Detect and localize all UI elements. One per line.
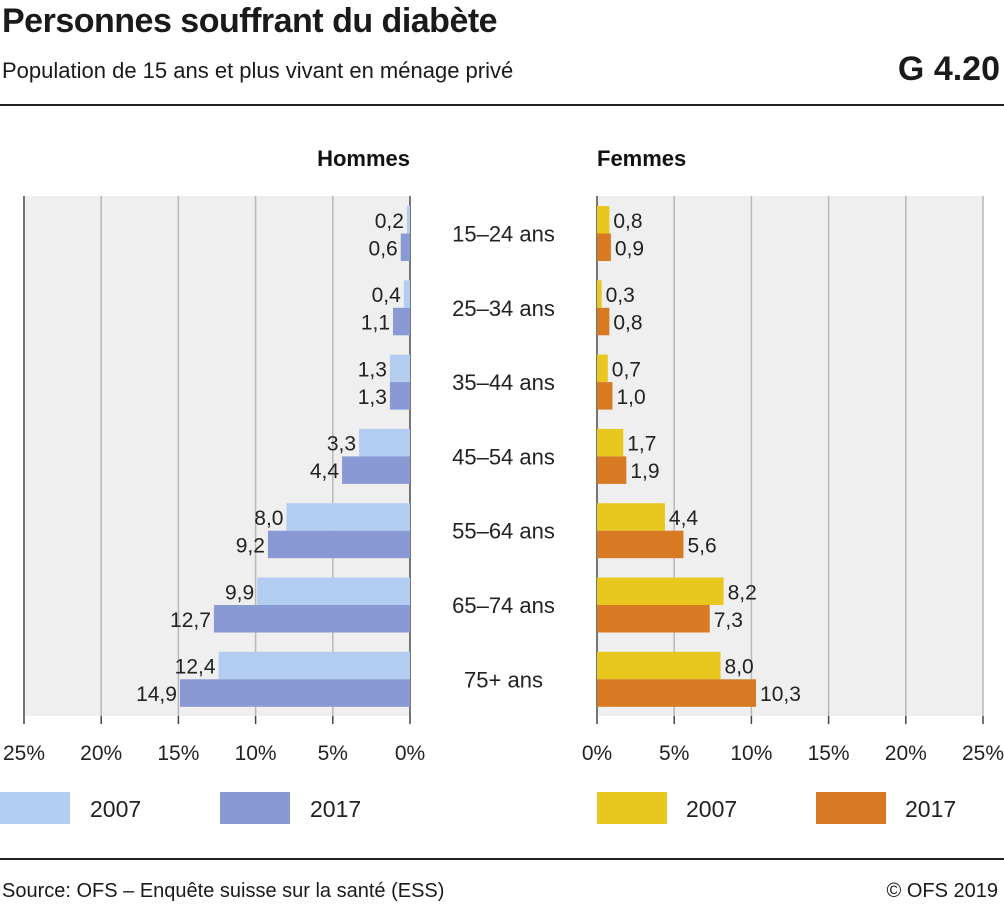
bar-femmes-2017 <box>597 605 710 633</box>
bar-hommes-2017 <box>389 382 410 410</box>
legend-swatch-2017 <box>220 792 290 824</box>
tick-label-hommes: 20% <box>80 742 122 765</box>
tick-label-hommes: 25% <box>3 742 45 765</box>
category-label: 45–54 ans <box>452 444 555 469</box>
bar-hommes-2017 <box>393 307 410 336</box>
category-label: 75+ ans <box>464 667 543 692</box>
tick-label-hommes: 10% <box>235 742 277 765</box>
value-label-hommes-2007: 0,2 <box>375 210 404 233</box>
bar-femmes-2017 <box>597 679 757 707</box>
figure-code: G 4.20 <box>897 50 1000 88</box>
tick-label-femmes: 25% <box>962 742 1004 765</box>
tick-label-femmes: 15% <box>808 742 850 765</box>
bar-femmes-2007 <box>597 428 624 457</box>
bar-femmes-2007 <box>597 651 721 680</box>
tick-label-hommes: 15% <box>157 742 199 765</box>
value-label-femmes-2017: 7,3 <box>714 609 743 632</box>
category-label: 15–24 ans <box>452 222 555 247</box>
bar-hommes-2007 <box>406 206 410 234</box>
category-label: 55–64 ans <box>452 519 555 544</box>
value-label-hommes-2017: 0,6 <box>369 237 398 260</box>
bar-hommes-2017 <box>267 530 410 559</box>
tick-label-femmes: 20% <box>885 742 927 765</box>
bar-femmes-2017 <box>597 456 627 484</box>
value-label-hommes-2017: 14,9 <box>136 683 177 706</box>
bar-femmes-2017 <box>597 233 611 261</box>
bar-hommes-2017 <box>342 456 410 484</box>
value-label-femmes-2017: 0,8 <box>613 312 642 335</box>
legend-label-2007: 2007 <box>90 796 141 822</box>
bar-femmes-2017 <box>597 307 610 336</box>
category-label: 35–44 ans <box>452 370 555 395</box>
bar-femmes-2017 <box>597 382 613 410</box>
bar-hommes-2017 <box>400 233 410 261</box>
value-label-femmes-2007: 8,2 <box>728 581 757 604</box>
bar-hommes-2007 <box>403 280 410 308</box>
tick-label-femmes: 10% <box>730 742 772 765</box>
legend-swatch-2007 <box>0 792 70 824</box>
value-label-hommes-2007: 9,9 <box>225 581 254 604</box>
value-label-femmes-2007: 0,3 <box>606 284 635 307</box>
bar-femmes-2007 <box>597 206 610 234</box>
legend-label-2017: 2017 <box>310 796 361 822</box>
value-label-femmes-2017: 1,0 <box>616 386 645 409</box>
bar-femmes-2017 <box>597 530 684 559</box>
value-label-hommes-2017: 1,1 <box>361 312 390 335</box>
value-label-hommes-2007: 3,3 <box>327 433 356 456</box>
page-subtitle: Population de 15 ans et plus vivant en m… <box>2 58 514 83</box>
value-label-femmes-2017: 5,6 <box>687 534 716 557</box>
tick-label-hommes: 5% <box>318 742 348 765</box>
value-label-femmes-2017: 1,9 <box>630 460 659 483</box>
value-label-femmes-2017: 10,3 <box>760 683 801 706</box>
bar-femmes-2007 <box>597 577 724 605</box>
value-label-hommes-2007: 12,4 <box>175 656 216 679</box>
bar-femmes-2007 <box>597 503 665 531</box>
legend-label-2017: 2017 <box>905 796 956 822</box>
legend-swatch-2007 <box>597 792 667 824</box>
value-label-femmes-2007: 0,7 <box>612 358 641 381</box>
diabetes-pyramid-chart: 0% 0% 5% 5% 10% 10% 15% 15% 20% 20% 25% 25% Hommes Fe… <box>0 146 1004 824</box>
bar-hommes-2017 <box>213 605 410 633</box>
value-label-hommes-2007: 8,0 <box>254 507 283 530</box>
panel-title-femmes: Femmes <box>597 146 686 171</box>
bar-hommes-2007 <box>218 651 410 680</box>
category-label: 25–34 ans <box>452 296 555 321</box>
legend-swatch-2017 <box>816 792 886 824</box>
panel-title-hommes: Hommes <box>317 146 410 171</box>
top-divider <box>0 104 1004 106</box>
bar-hommes-2007 <box>257 577 410 605</box>
copyright-note: © OFS 2019 <box>886 880 998 902</box>
tick-label-femmes: 5% <box>659 742 689 765</box>
value-label-femmes-2007: 0,8 <box>613 210 642 233</box>
femmes-plot-area <box>597 196 983 716</box>
value-label-femmes-2017: 0,9 <box>615 237 644 260</box>
tick-label-hommes: 0% <box>395 742 425 765</box>
bar-hommes-2017 <box>179 679 410 707</box>
value-label-femmes-2007: 1,7 <box>627 433 656 456</box>
value-label-hommes-2017: 4,4 <box>310 460 340 483</box>
legend-label-2007: 2007 <box>686 796 737 822</box>
bar-femmes-2007 <box>597 280 602 308</box>
source-note: Source: OFS – Enquête suisse sur la sant… <box>2 880 445 902</box>
value-label-hommes-2017: 1,3 <box>358 386 387 409</box>
bar-femmes-2007 <box>597 354 608 383</box>
bar-hommes-2007 <box>286 503 410 531</box>
bar-hommes-2007 <box>359 428 410 457</box>
bottom-divider <box>0 858 1004 860</box>
category-label: 65–74 ans <box>452 593 555 618</box>
value-label-hommes-2007: 1,3 <box>358 358 387 381</box>
value-label-hommes-2017: 9,2 <box>236 534 265 557</box>
value-label-hommes-2017: 12,7 <box>170 609 211 632</box>
value-label-hommes-2007: 0,4 <box>372 284 402 307</box>
tick-label-femmes: 0% <box>582 742 612 765</box>
value-label-femmes-2007: 8,0 <box>725 656 754 679</box>
page-title: Personnes souffrant du diabète <box>2 2 498 40</box>
value-label-femmes-2007: 4,4 <box>669 507 699 530</box>
bar-hommes-2007 <box>389 354 410 383</box>
hommes-plot-area <box>24 196 410 716</box>
